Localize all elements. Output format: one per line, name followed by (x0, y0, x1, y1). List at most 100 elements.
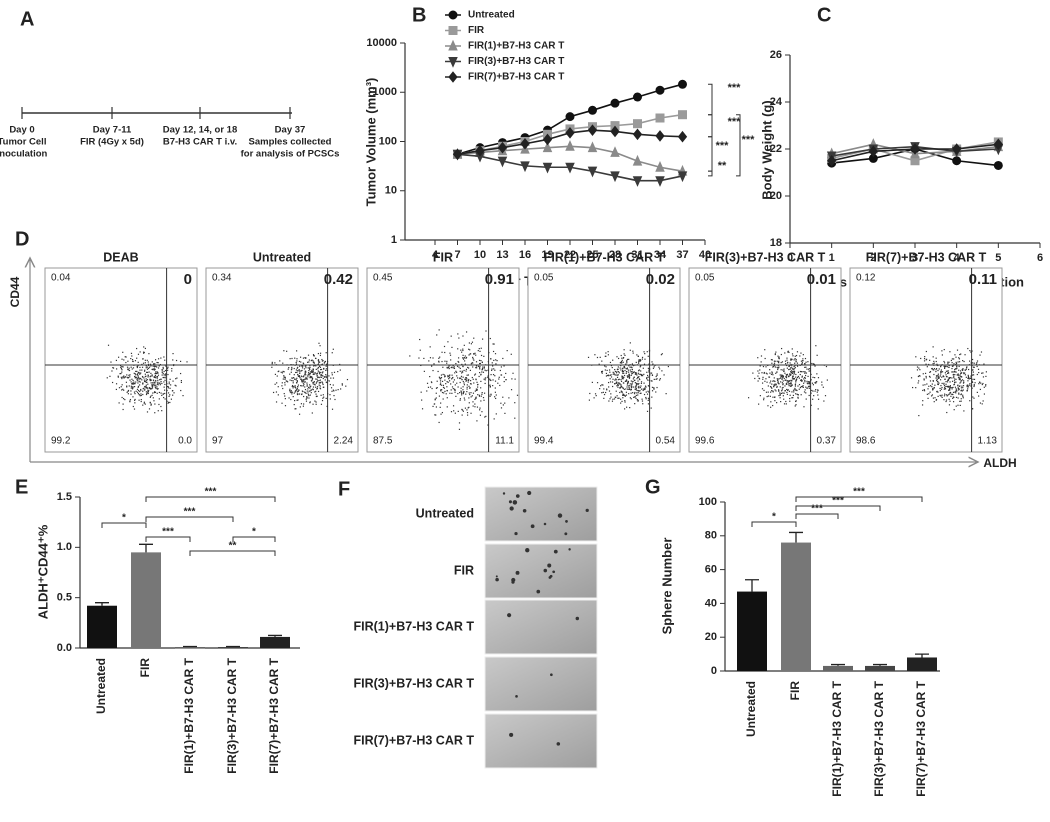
point (520, 137, 530, 150)
flow-dot (143, 351, 145, 354)
flow-dot (962, 368, 964, 370)
flow-dot (481, 392, 483, 394)
flow-dot (645, 386, 647, 388)
y-tick-label: 1.5 (57, 491, 72, 503)
y-tick-label: 20 (705, 631, 717, 643)
flow-dot (940, 370, 942, 373)
flow-dot (824, 395, 827, 397)
flow-dot (463, 382, 465, 384)
flow-dot (479, 362, 481, 365)
flow-dot (305, 367, 307, 369)
flow-dot (162, 393, 164, 395)
legend-label: FIR(1)+B7-H3 CAR T (468, 41, 564, 52)
flow-dot (174, 384, 176, 386)
flow-dot (439, 382, 442, 384)
flow-dot (317, 390, 320, 393)
flow-dot (624, 370, 626, 372)
flow-dot (757, 380, 759, 382)
flow-dot (778, 366, 780, 368)
flow-dot (441, 351, 443, 353)
flow-dot (126, 386, 128, 388)
flow-dot (915, 356, 917, 358)
flow-dot (787, 375, 790, 378)
flow-dot (774, 389, 776, 391)
flow-dot (948, 372, 950, 374)
flow-dot (164, 389, 166, 391)
flow-dot (630, 371, 632, 373)
flow-dot (454, 412, 456, 414)
flow-dot (781, 375, 783, 378)
flow-dot (118, 402, 120, 404)
flow-dot (599, 356, 601, 358)
flow-dot (180, 381, 183, 384)
flow-dot (795, 358, 797, 361)
flow-dot (952, 397, 954, 400)
flow-dot (633, 393, 636, 395)
flow-dot (953, 384, 955, 386)
flow-dot (294, 391, 296, 393)
flow-dot (162, 366, 164, 368)
flow-dot (779, 397, 781, 399)
flow-dot (303, 375, 305, 377)
flow-dot (508, 397, 510, 399)
flow-dot (442, 386, 445, 389)
flow-dot (136, 370, 138, 373)
flow-dot (651, 386, 654, 388)
flow-dot (306, 384, 308, 386)
flow-dot (324, 376, 326, 378)
flow-dot (632, 378, 634, 380)
flow-dot (616, 376, 619, 378)
flow-dot (470, 383, 472, 385)
flow-dot (153, 383, 155, 385)
flow-dot (816, 391, 818, 393)
flow-dot (612, 371, 614, 373)
flow-dot (785, 377, 788, 379)
flow-dot (950, 359, 952, 362)
flow-dot (779, 386, 781, 388)
flow-dot (789, 368, 791, 370)
flow-dot (469, 383, 472, 385)
flow-dot (922, 373, 924, 375)
flow-dot (620, 365, 622, 367)
flow-dot (461, 409, 464, 411)
flow-dot (773, 364, 775, 367)
flow-dot (632, 350, 634, 352)
flow-dot (793, 368, 795, 370)
flow-dot (494, 369, 496, 371)
flow-dot (423, 357, 425, 360)
flow-dot (931, 368, 933, 370)
flow-dot (311, 359, 313, 361)
image-label: FIR(7)+B7-H3 CAR T (354, 733, 475, 747)
flow-dot (315, 373, 317, 375)
flow-dot (817, 389, 819, 392)
flow-dot (481, 371, 483, 373)
flow-dot (490, 374, 492, 376)
flow-dot (142, 388, 144, 390)
flow-dot (163, 370, 165, 373)
y-tick-label: 1000 (373, 86, 397, 98)
flow-dot (815, 381, 817, 383)
quadrant-value: 0.34 (212, 273, 232, 284)
flow-dot (299, 370, 301, 372)
panel-letter: B (412, 4, 426, 26)
flow-dot (634, 396, 636, 398)
flow-dot (124, 376, 126, 378)
x-tick-label: 5 (995, 252, 1001, 264)
flow-dot (461, 414, 463, 416)
flow-dot (160, 380, 162, 383)
flow-dot (296, 350, 298, 352)
flow-dot (621, 360, 623, 363)
flow-dot (301, 385, 303, 387)
flow-dot (161, 370, 163, 372)
flow-dot (942, 375, 944, 377)
flow-dot (645, 396, 647, 399)
flow-dot (439, 383, 441, 386)
flow-dot (132, 386, 134, 388)
flow-dot (291, 366, 293, 369)
flow-dot (305, 376, 307, 379)
flow-dot (955, 356, 957, 358)
flow-dot (956, 349, 959, 351)
flow-dot (948, 398, 950, 400)
flow-dot (311, 377, 313, 379)
flow-dot (322, 375, 324, 377)
